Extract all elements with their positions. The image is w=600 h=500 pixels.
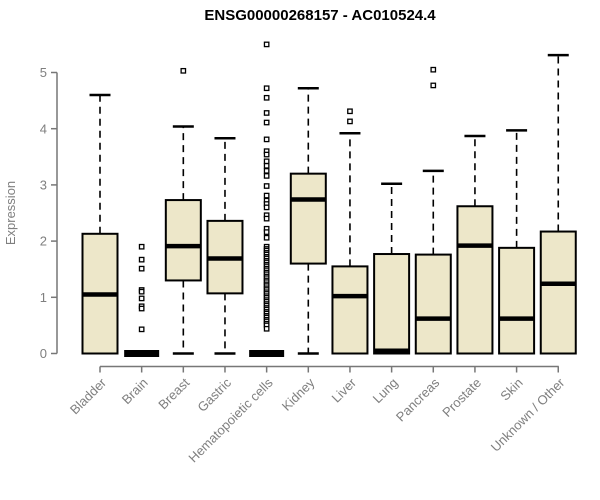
outlier-point bbox=[263, 192, 270, 199]
outlier-point bbox=[263, 204, 270, 211]
box-group-hematopoietic-cells bbox=[249, 41, 285, 357]
box-group-pancreas bbox=[414, 66, 452, 355]
x-tick-label: Bladder bbox=[67, 375, 110, 418]
chart-title: ENSG00000268157 - AC010524.4 bbox=[204, 7, 436, 24]
outlier-point bbox=[347, 108, 353, 115]
outlier-point bbox=[263, 94, 270, 101]
x-tick-label: Pancreas bbox=[393, 375, 443, 425]
x-tick-label: Brain bbox=[119, 375, 151, 407]
outlier-point bbox=[263, 183, 270, 189]
outlier-point bbox=[138, 243, 145, 250]
outlier-point bbox=[138, 326, 145, 333]
outlier-point bbox=[430, 66, 437, 73]
outlier-point bbox=[263, 167, 270, 174]
box-group-lung bbox=[373, 182, 411, 355]
x-tick-label: Prostate bbox=[439, 375, 484, 420]
y-tick-label: 1 bbox=[40, 290, 47, 305]
y-axis-title: Expression bbox=[3, 181, 18, 245]
box-group-breast bbox=[164, 67, 202, 355]
box-group-liver bbox=[331, 108, 369, 355]
outlier-point bbox=[263, 234, 270, 241]
box-group-bladder bbox=[81, 93, 119, 355]
y-tick-label: 3 bbox=[40, 177, 47, 192]
x-tick-label: Liver bbox=[329, 375, 360, 406]
outlier-point bbox=[180, 67, 187, 74]
outlier-point bbox=[263, 215, 270, 222]
y-axis: 0 1 2 3 4 5 Expression bbox=[3, 65, 58, 361]
box-group-prostate bbox=[456, 134, 494, 355]
x-tick-label: Lung bbox=[370, 375, 401, 406]
box-group-skin bbox=[498, 129, 536, 355]
box bbox=[164, 199, 202, 282]
y-tick-label: 2 bbox=[40, 234, 47, 249]
box-group-gastric bbox=[206, 137, 244, 355]
y-tick-label: 0 bbox=[40, 346, 47, 361]
box bbox=[289, 172, 327, 265]
box-group-kidney bbox=[289, 86, 327, 355]
outlier-point bbox=[138, 288, 145, 295]
x-tick-label: Breast bbox=[155, 375, 192, 412]
box bbox=[539, 230, 577, 355]
outlier-point bbox=[263, 173, 270, 179]
outlier-point bbox=[263, 119, 270, 126]
degenerate-box bbox=[249, 350, 285, 357]
box bbox=[456, 205, 494, 355]
box bbox=[373, 253, 411, 355]
box-group-brain bbox=[124, 243, 160, 357]
outlier-point bbox=[138, 305, 145, 312]
box bbox=[414, 253, 452, 355]
outlier-point bbox=[138, 295, 145, 302]
degenerate-box bbox=[124, 350, 160, 357]
outlier-point bbox=[263, 151, 270, 158]
box bbox=[498, 246, 536, 355]
outlier-point bbox=[430, 82, 437, 89]
outlier-point bbox=[138, 256, 145, 263]
outlier-point bbox=[263, 229, 270, 235]
y-tick-label: 4 bbox=[40, 121, 47, 136]
y-tick-label: 5 bbox=[40, 65, 47, 80]
outlier-point bbox=[347, 118, 353, 125]
x-tick-label: Skin bbox=[497, 375, 525, 403]
outlier-point bbox=[263, 136, 270, 143]
x-tick-label: Gastric bbox=[194, 375, 234, 415]
outlier-point bbox=[263, 41, 270, 48]
outlier-point bbox=[138, 265, 145, 272]
outlier-point bbox=[263, 325, 270, 332]
outlier-point bbox=[263, 162, 270, 169]
x-tick-label: Kidney bbox=[279, 375, 318, 414]
outlier-point bbox=[263, 110, 270, 116]
outlier-point bbox=[263, 85, 270, 92]
box-group-unknown-other bbox=[539, 53, 577, 355]
x-tick-label: Unknown / Other bbox=[488, 375, 568, 455]
outlier-point bbox=[263, 158, 270, 165]
box bbox=[331, 265, 369, 355]
